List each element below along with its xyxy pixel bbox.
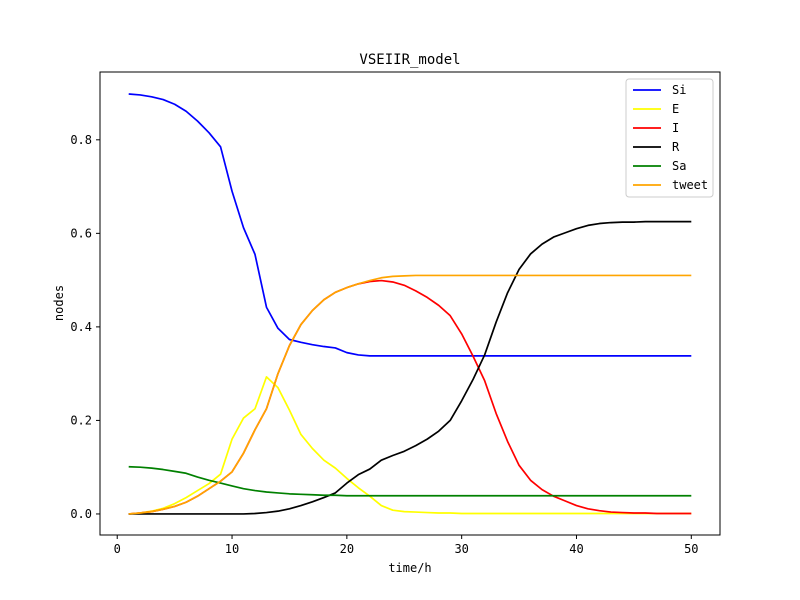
x-axis-label: time/h: [388, 561, 431, 575]
y-tick-label: 0.6: [70, 226, 92, 240]
series-line-r: [128, 220, 692, 515]
x-tick-label: 40: [569, 542, 583, 556]
y-tick-label: 0.0: [70, 507, 92, 521]
x-tick-label: 20: [340, 542, 354, 556]
series-line-si: [128, 93, 692, 357]
y-axis-label: nodes: [52, 285, 66, 321]
legend-entry-sa: Sa: [633, 159, 686, 173]
legend-entry-i: I: [633, 121, 679, 135]
x-tick-label: 30: [454, 542, 468, 556]
series-line-sa: [128, 465, 692, 497]
series-line-tweet: [128, 274, 692, 515]
legend: Si EIR Sa tweet: [625, 78, 714, 198]
plot-area: [128, 93, 692, 515]
y-tick-label: 0.8: [70, 133, 92, 147]
x-tick-label: 10: [225, 542, 239, 556]
legend-label: Sa: [672, 159, 686, 173]
legend-label: R: [672, 140, 680, 154]
y-axis: 0.0 0.2 0.4 0.6 0.8: [70, 133, 100, 521]
legend-entry-tweet: tweet: [633, 178, 708, 192]
y-tick-label: 0.2: [70, 413, 92, 427]
x-tick-label: 50: [684, 542, 698, 556]
y-tick-label: 0.4: [70, 320, 92, 334]
legend-entry-si: Si: [633, 83, 686, 97]
legend-entry-r: R: [633, 140, 680, 154]
legend-label: I: [672, 121, 679, 135]
legend-label: Si: [672, 83, 686, 97]
legend-entry-e: E: [633, 102, 679, 116]
series-line-e: [128, 376, 692, 515]
chart-title: VSEIIR_model: [359, 52, 460, 68]
x-tick-label: 0: [114, 542, 121, 556]
x-axis: 0 10 20 30 40 50: [114, 535, 699, 556]
legend-label: tweet: [672, 178, 708, 192]
axes-frame: [99, 71, 721, 536]
legend-label: E: [672, 102, 679, 116]
